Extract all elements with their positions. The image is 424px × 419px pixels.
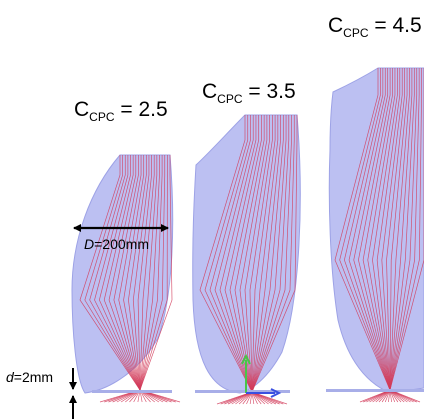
- ray: [389, 68, 418, 403]
- ray: [94, 155, 141, 403]
- ray: [132, 155, 150, 403]
- absorber-2-5: [92, 390, 172, 393]
- ray: [386, 68, 405, 403]
- ray: [362, 68, 393, 403]
- ray: [251, 115, 287, 405]
- ray-bundle-4-5: [334, 68, 424, 403]
- ray: [108, 155, 141, 403]
- ray: [389, 68, 420, 403]
- axis-x-marker-head: [270, 388, 282, 398]
- ray: [251, 115, 295, 405]
- ray: [353, 68, 391, 403]
- ray: [139, 155, 155, 403]
- ray: [123, 155, 145, 403]
- ray: [367, 68, 396, 403]
- ray: [251, 115, 298, 405]
- ray: [139, 155, 181, 403]
- ray: [334, 68, 391, 403]
- ray: [389, 68, 424, 403]
- ray: [251, 115, 292, 405]
- ray: [84, 155, 141, 403]
- ray: [339, 68, 391, 403]
- concentrator-panel-2-5: [71, 154, 181, 403]
- ray: [139, 155, 160, 403]
- ray: [224, 115, 260, 405]
- ray: [139, 155, 168, 403]
- absorber-4-5: [326, 389, 424, 392]
- ray: [89, 155, 141, 403]
- ray: [358, 68, 391, 403]
- ray-bundle-3-5: [199, 115, 298, 405]
- title-cpc-3-5: CCPC = 3.5: [202, 80, 296, 106]
- concentrator-panel-3-5: [192, 114, 301, 405]
- ray: [389, 68, 408, 403]
- diameter-label: D=200mm: [84, 236, 149, 252]
- ray: [118, 155, 142, 403]
- ray: [251, 115, 281, 405]
- title-cpc-4-5: CCPC = 4.5: [328, 14, 422, 40]
- ray: [239, 115, 268, 405]
- ray: [244, 115, 270, 405]
- ray: [219, 115, 257, 405]
- ray: [103, 155, 141, 403]
- ray: [79, 155, 141, 403]
- concentrator-panel-4-5: [326, 67, 424, 403]
- ray-bundle-2-5: [79, 155, 181, 403]
- ray: [251, 115, 284, 405]
- ray: [389, 68, 415, 403]
- ray: [139, 155, 172, 403]
- ray: [344, 68, 391, 403]
- ray: [376, 68, 401, 403]
- ray: [251, 115, 276, 405]
- ray: [199, 115, 253, 405]
- title-cpc-2-5: CCPC = 2.5: [74, 98, 168, 124]
- absorber-3-5: [195, 390, 290, 393]
- ray: [389, 68, 413, 403]
- ray: [229, 115, 262, 405]
- ray: [128, 155, 147, 403]
- ray: [137, 155, 152, 403]
- gap-label: d=2mm: [6, 369, 54, 385]
- ray: [381, 68, 403, 403]
- concentrator-body-2-5: [71, 154, 174, 394]
- ray: [389, 68, 422, 403]
- ray: [251, 115, 290, 405]
- ray: [251, 115, 279, 405]
- ray: [372, 68, 398, 403]
- ray: [113, 155, 141, 403]
- ray: [249, 115, 273, 405]
- ray: [139, 155, 176, 403]
- ray: [209, 115, 253, 405]
- axis-y-marker-head: [241, 353, 251, 365]
- ray: [214, 115, 254, 405]
- ray: [139, 155, 164, 403]
- ray: [98, 155, 141, 403]
- ray: [348, 68, 391, 403]
- ray: [234, 115, 265, 405]
- ray: [389, 68, 410, 403]
- ray: [204, 115, 253, 405]
